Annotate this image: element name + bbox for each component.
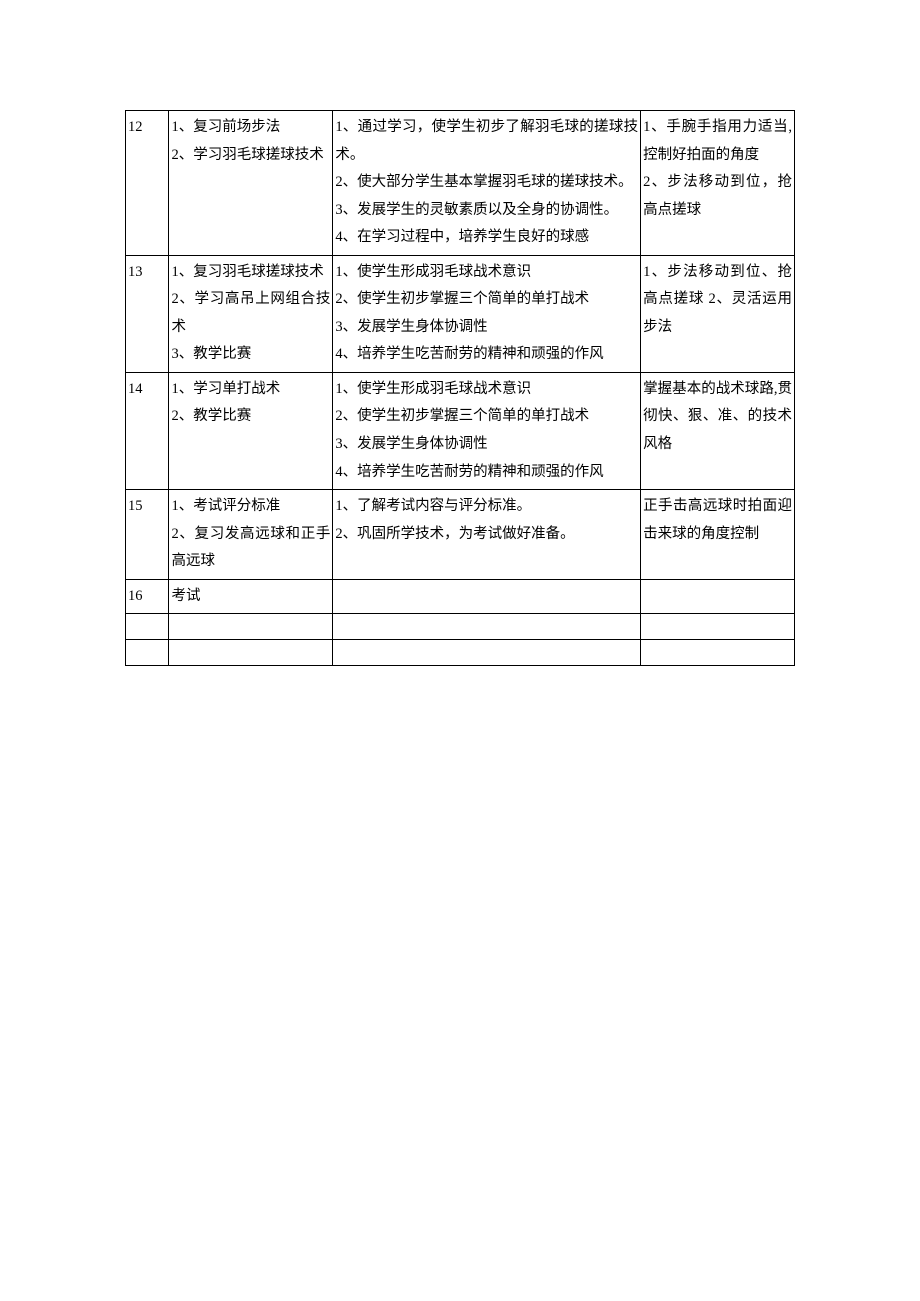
goal-line: 3、发展学生身体协调性 — [335, 314, 638, 342]
table-row: 12 1、复习前场步法 2、学习羽毛球搓球技术 1、通过学习，使学生初步了解羽毛… — [126, 111, 795, 256]
content-line: 1、复习羽毛球搓球技术 — [171, 259, 330, 287]
content-line: 2、教学比赛 — [171, 403, 330, 431]
table-row: 15 1、考试评分标准 2、复习发高远球和正手高远球 1、了解考试内容与评分标准… — [126, 490, 795, 580]
row-key: 掌握基本的战术球路,贯彻快、狠、准、的技术风格 — [641, 372, 795, 489]
goal-line: 1、使学生形成羽毛球战术意识 — [335, 376, 638, 404]
empty-cell — [169, 640, 333, 666]
goal-line: 2、使学生初步掌握三个简单的单打战术 — [335, 286, 638, 314]
row-content: 1、复习羽毛球搓球技术 2、学习高吊上网组合技术 3、教学比赛 — [169, 255, 333, 372]
row-key: 1、步法移动到位、抢高点搓球 2、灵活运用步法 — [641, 255, 795, 372]
table-row: 14 1、学习单打战术 2、教学比赛 1、使学生形成羽毛球战术意识 2、使学生初… — [126, 372, 795, 489]
row-key — [641, 579, 795, 614]
row-key: 1、手腕手指用力适当,控制好拍面的角度 2、步法移动到位，抢高点搓球 — [641, 111, 795, 256]
row-goals: 1、通过学习，使学生初步了解羽毛球的搓球技术。 2、使大部分学生基本掌握羽毛球的… — [333, 111, 641, 256]
row-goals: 1、使学生形成羽毛球战术意识 2、使学生初步掌握三个简单的单打战术 3、发展学生… — [333, 255, 641, 372]
empty-cell — [126, 640, 169, 666]
row-content: 1、考试评分标准 2、复习发高远球和正手高远球 — [169, 490, 333, 580]
content-line: 1、学习单打战术 — [171, 376, 330, 404]
goal-line: 3、发展学生的灵敏素质以及全身的协调性。 — [335, 197, 638, 225]
empty-cell — [126, 614, 169, 640]
row-content: 1、学习单打战术 2、教学比赛 — [169, 372, 333, 489]
goal-line: 4、培养学生吃苦耐劳的精神和顽强的作风 — [335, 341, 638, 369]
row-goals: 1、了解考试内容与评分标准。 2、巩固所学技术，为考试做好准备。 — [333, 490, 641, 580]
content-line: 2、学习高吊上网组合技术 — [171, 286, 330, 341]
table-row: 16 考试 — [126, 579, 795, 614]
goal-line: 4、培养学生吃苦耐劳的精神和顽强的作风 — [335, 459, 638, 487]
content-line: 1、复习前场步法 — [171, 114, 330, 142]
row-key: 正手击高远球时拍面迎击来球的角度控制 — [641, 490, 795, 580]
key-line: 1、步法移动到位、抢高点搓球 2、灵活运用步法 — [643, 259, 792, 342]
empty-cell — [641, 640, 795, 666]
empty-cell — [641, 614, 795, 640]
content-line: 3、教学比赛 — [171, 341, 330, 369]
table-row: 13 1、复习羽毛球搓球技术 2、学习高吊上网组合技术 3、教学比赛 1、使学生… — [126, 255, 795, 372]
lesson-plan-table: 12 1、复习前场步法 2、学习羽毛球搓球技术 1、通过学习，使学生初步了解羽毛… — [125, 110, 795, 666]
empty-cell — [333, 614, 641, 640]
row-content: 1、复习前场步法 2、学习羽毛球搓球技术 — [169, 111, 333, 256]
content-line: 考试 — [171, 583, 330, 611]
row-number: 12 — [126, 111, 169, 256]
goal-line: 2、使学生初步掌握三个简单的单打战术 — [335, 403, 638, 431]
row-content: 考试 — [169, 579, 333, 614]
key-line: 正手击高远球时拍面迎击来球的角度控制 — [643, 493, 792, 548]
table-row-empty — [126, 640, 795, 666]
key-line: 掌握基本的战术球路,贯彻快、狠、准、的技术风格 — [643, 376, 792, 459]
row-goals — [333, 579, 641, 614]
goal-line: 3、发展学生身体协调性 — [335, 431, 638, 459]
goal-line: 4、在学习过程中，培养学生良好的球感 — [335, 224, 638, 252]
table-row-empty — [126, 614, 795, 640]
empty-cell — [333, 640, 641, 666]
key-line: 1、手腕手指用力适当,控制好拍面的角度 — [643, 114, 792, 169]
goal-line: 1、了解考试内容与评分标准。 — [335, 493, 638, 521]
row-goals: 1、使学生形成羽毛球战术意识 2、使学生初步掌握三个简单的单打战术 3、发展学生… — [333, 372, 641, 489]
empty-cell — [169, 614, 333, 640]
row-number: 16 — [126, 579, 169, 614]
goal-line: 2、巩固所学技术，为考试做好准备。 — [335, 521, 638, 549]
goal-line: 1、通过学习，使学生初步了解羽毛球的搓球技术。 — [335, 114, 638, 169]
content-line: 1、考试评分标准 — [171, 493, 330, 521]
row-number: 14 — [126, 372, 169, 489]
content-line: 2、复习发高远球和正手高远球 — [171, 521, 330, 576]
goal-line: 1、使学生形成羽毛球战术意识 — [335, 259, 638, 287]
row-number: 13 — [126, 255, 169, 372]
content-line: 2、学习羽毛球搓球技术 — [171, 142, 330, 170]
key-line: 2、步法移动到位，抢高点搓球 — [643, 169, 792, 224]
row-number: 15 — [126, 490, 169, 580]
goal-line: 2、使大部分学生基本掌握羽毛球的搓球技术。 — [335, 169, 638, 197]
